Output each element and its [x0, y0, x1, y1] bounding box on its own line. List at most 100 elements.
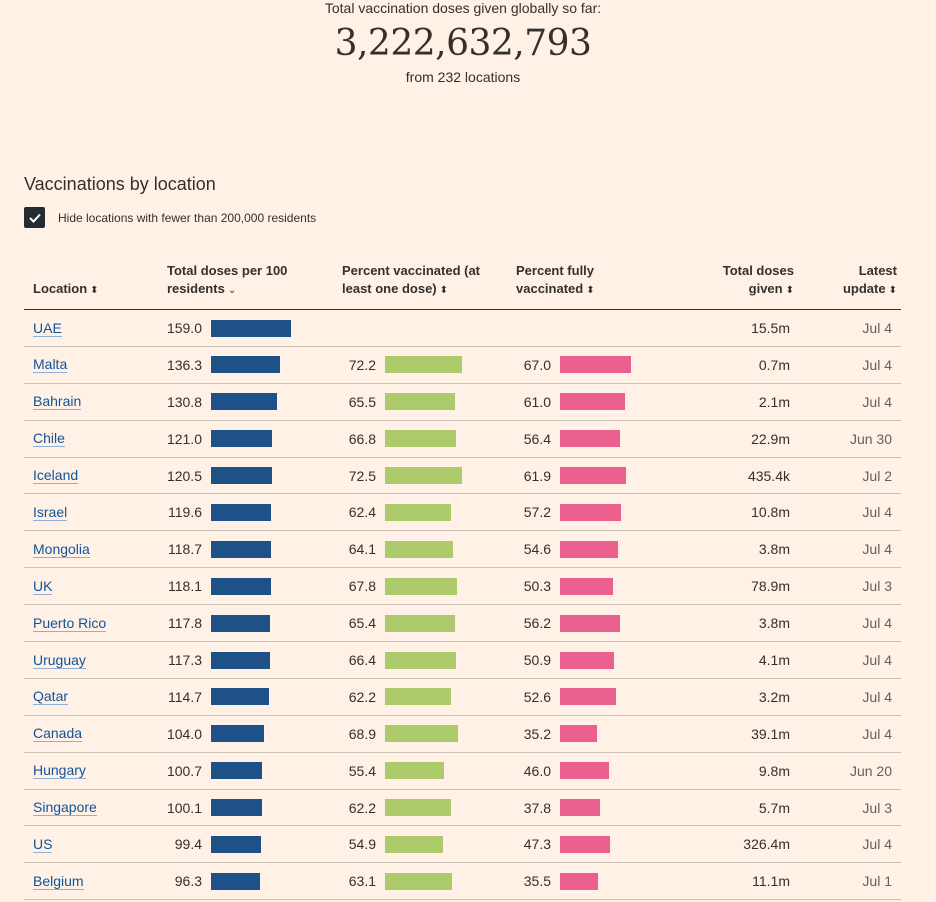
header-latest-update[interactable]: Latest update ⬍	[842, 263, 897, 296]
doses-bar-cell	[211, 790, 262, 826]
fully-vaccinated-bar	[560, 688, 616, 706]
percent-one-dose-value: 66.8	[348, 430, 376, 447]
doses-bar-cell	[211, 421, 273, 457]
fully-bar-cell	[560, 421, 620, 457]
doses-per-100-value: 119.6	[168, 504, 202, 521]
doses-bar-cell	[211, 605, 271, 641]
total-doses-value: 10.8m	[751, 504, 790, 521]
table-row: Chile 121.0 66.8 56.4 22.9m Jun 30	[24, 421, 901, 458]
vaccinations-table: Location ⬍ Total doses per 100 residents ⌄…	[24, 262, 901, 901]
percent-fully-value: 47.3	[523, 836, 551, 853]
location-cell: Israel	[33, 494, 68, 530]
one-dose-bar-cell	[385, 753, 444, 789]
location-link[interactable]: Canada	[33, 725, 83, 743]
fully-vaccinated-bar	[560, 872, 598, 890]
fully-vaccinated-bar	[560, 430, 620, 448]
location-link[interactable]: Uruguay	[33, 651, 86, 669]
latest-update-value: Jul 4	[862, 652, 892, 669]
location-link[interactable]: Iceland	[33, 467, 79, 485]
one-dose-bar	[385, 393, 455, 411]
doses-bar	[211, 799, 262, 817]
fully-vaccinated-bar	[560, 725, 598, 743]
percent-fully-value: 67.0	[523, 356, 551, 373]
percent-fully-value: 61.0	[523, 393, 551, 410]
doses-per-100-value: 121.0	[166, 430, 202, 447]
header-total-doses[interactable]: Total doses given ⬍	[722, 263, 794, 296]
latest-update-value: Jul 4	[862, 688, 892, 705]
sort-icon: ⬍	[586, 285, 595, 296]
doses-bar-cell	[211, 826, 262, 862]
doses-bar	[211, 393, 278, 411]
latest-update-value: Jul 4	[862, 541, 892, 558]
doses-bar	[211, 614, 271, 632]
location-link[interactable]: UAE	[33, 319, 62, 337]
population-filter[interactable]: Hide locations with fewer than 200,000 r…	[24, 207, 316, 228]
fully-bar-cell	[560, 605, 620, 641]
percent-one-dose-value: 72.5	[348, 467, 376, 484]
percent-fully-value: 52.6	[523, 688, 551, 705]
filter-checkbox[interactable]	[24, 207, 45, 228]
location-cell: Mongolia	[33, 531, 90, 567]
percent-fully-value: 50.3	[523, 578, 551, 595]
one-dose-bar-cell	[385, 531, 454, 567]
table-header: Location ⬍ Total doses per 100 residents ⌄…	[24, 262, 901, 310]
location-cell: US	[33, 826, 53, 862]
one-dose-bar-cell	[385, 642, 456, 678]
doses-per-100-value: 118.7	[168, 541, 202, 558]
fully-bar-cell	[560, 790, 601, 826]
one-dose-bar-cell	[385, 458, 463, 494]
location-cell: Singapore	[33, 790, 97, 826]
latest-update-value: Jul 4	[862, 836, 892, 853]
doses-per-100-value: 100.1	[166, 799, 202, 816]
location-link[interactable]: Qatar	[33, 688, 69, 706]
header-location[interactable]: Location ⬍	[33, 281, 99, 296]
fully-bar-cell	[560, 531, 618, 567]
total-doses-value: 0.7m	[758, 356, 790, 373]
location-link[interactable]: Hungary	[33, 762, 86, 780]
fully-vaccinated-bar	[560, 762, 609, 780]
header-percent-fully[interactable]: Percent fully vaccinated ⬍	[516, 263, 595, 296]
location-link[interactable]: Puerto Rico	[33, 614, 107, 632]
sort-icon: ⬍	[785, 285, 794, 296]
header-percent-one-dose[interactable]: Percent vaccinated (at least one dose) ⬍	[342, 263, 481, 296]
location-link[interactable]: Mongolia	[33, 540, 90, 558]
percent-fully-value: 35.2	[523, 725, 551, 742]
total-doses-value: 11.1m	[752, 873, 790, 890]
one-dose-bar	[385, 799, 452, 817]
doses-per-100-value: 130.8	[166, 393, 202, 410]
fully-bar-cell	[560, 863, 598, 899]
doses-bar-cell	[211, 863, 260, 899]
doses-bar-cell	[211, 679, 269, 715]
total-doses-value: 5.7m	[758, 799, 790, 816]
percent-fully-value: 57.2	[523, 504, 551, 521]
percent-fully-value: 54.6	[523, 541, 551, 558]
one-dose-bar-cell	[385, 863, 453, 899]
location-link[interactable]: Bahrain	[33, 393, 82, 411]
one-dose-bar-cell	[385, 347, 462, 383]
location-link[interactable]: Malta	[33, 356, 68, 374]
location-link[interactable]: UK	[33, 577, 53, 595]
doses-bar-cell	[211, 716, 264, 752]
fully-vaccinated-bar	[560, 540, 618, 558]
one-dose-bar	[385, 614, 455, 632]
fully-bar-cell	[560, 384, 625, 420]
location-link[interactable]: Singapore	[33, 799, 97, 817]
one-dose-bar	[385, 503, 452, 521]
percent-one-dose-value: 65.5	[348, 393, 376, 410]
total-doses-value: 3.8m	[758, 541, 790, 558]
percent-one-dose-value: 63.1	[348, 873, 376, 890]
location-link[interactable]: Belgium	[33, 872, 84, 890]
fully-bar-cell	[560, 826, 611, 862]
percent-fully-value: 46.0	[523, 762, 551, 779]
location-link[interactable]: Chile	[33, 430, 65, 448]
header-doses-per-100[interactable]: Total doses per 100 residents ⌄	[167, 263, 288, 296]
total-doses-value: 2.1m	[758, 393, 790, 410]
one-dose-bar-cell	[385, 790, 452, 826]
doses-bar	[211, 577, 271, 595]
location-link[interactable]: US	[33, 835, 53, 853]
one-dose-bar	[385, 725, 459, 743]
percent-fully-value: 61.9	[523, 467, 551, 484]
location-link[interactable]: Israel	[33, 503, 68, 521]
fully-bar-cell	[560, 753, 609, 789]
doses-bar-cell	[211, 568, 271, 604]
